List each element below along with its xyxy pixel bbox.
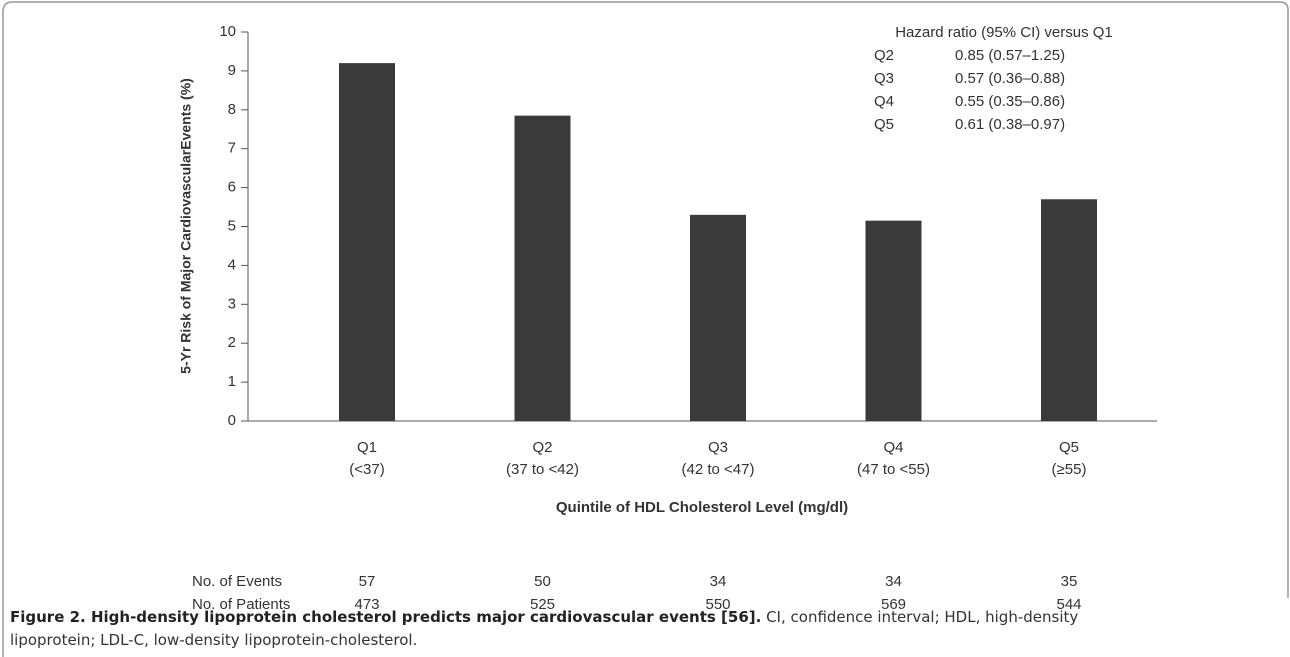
y-tick-label: 0 [228,412,236,429]
y-tick-label: 2 [228,334,236,351]
annotation-group: Q3 [874,70,894,87]
x-tick-label: Q2 [532,439,552,456]
y-tick-label: 6 [228,179,236,196]
table-value: 550 [705,596,730,613]
table-value: 34 [885,573,902,590]
annotation-group: Q5 [874,116,894,133]
y-tick-label: 1 [228,373,236,390]
x-tick-label: Q5 [1059,439,1079,456]
bar [690,214,746,421]
table-value: 50 [534,573,551,590]
y-tick-label: 7 [228,140,236,157]
annotation-group: Q4 [874,93,894,110]
x-axis-label: Quintile of HDL Cholesterol Level (mg/dl… [556,499,848,516]
table-value: 544 [1056,596,1081,613]
x-tick-sublabel: (47 to <55) [857,461,930,478]
x-tick-sublabel: (42 to <47) [682,461,755,478]
annotation-value: 0.57 (0.36–0.88) [955,70,1065,87]
table-value: 35 [1061,573,1078,590]
annotation-title: Hazard ratio (95% CI) versus Q1 [895,24,1113,41]
bar [1041,199,1097,421]
caption: Figure 2. High-density lipoprotein chole… [10,606,1160,652]
y-tick-label: 10 [219,23,236,40]
annotation-value: 0.85 (0.57–1.25) [955,47,1065,64]
bar [339,63,395,422]
caption-bold: Figure 2. High-density lipoprotein chole… [10,608,762,626]
y-tick-label: 3 [228,295,236,312]
bar [865,220,922,421]
y-tick-label: 9 [228,62,236,79]
y-axis-label: 5-Yr Risk of Major CardiovascularEvents … [178,78,194,374]
x-tick-label: Q1 [357,439,377,456]
caption-text: CI, confidence interval; HDL, high-densi… [10,608,1079,649]
table-value: 57 [359,573,376,590]
annotation-value: 0.55 (0.35–0.86) [955,93,1065,110]
bar [514,115,571,421]
table-row-label: No. of Patients [192,596,290,613]
annotation-group: Q2 [874,47,894,64]
y-tick-label: 4 [228,256,236,273]
x-tick-label: Q4 [883,439,903,456]
x-tick-label: Q3 [708,439,728,456]
x-tick-sublabel: (37 to <42) [506,461,579,478]
x-tick-sublabel: (≥55) [1052,461,1087,478]
y-tick-label: 8 [228,101,236,118]
table-value: 473 [354,596,379,613]
table-row-label: No. of Events [192,573,282,590]
table-value: 34 [710,573,727,590]
table-value: 525 [530,596,555,613]
x-tick-sublabel: (<37) [349,461,384,478]
table-value: 569 [881,596,906,613]
annotation-value: 0.61 (0.38–0.97) [955,116,1065,133]
y-tick-label: 5 [228,217,236,234]
